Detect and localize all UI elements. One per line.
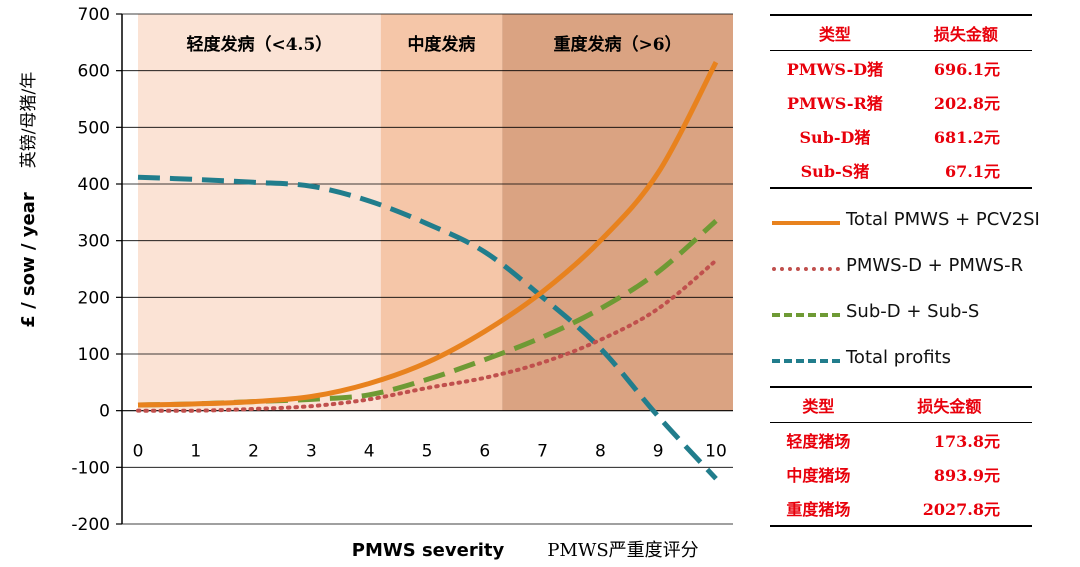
row-value: 681.2元 [933,128,1000,147]
legend-item-total-profits: Total profits [770,338,1070,384]
x-tick-label: 0 [133,442,144,462]
table-header-type: 类型 [770,387,867,423]
loss-table-farm-type: 类型 损失金额 轻度猪场 173.8元 中度猪场 893.9元 重度猪场 2027.8… [770,386,1032,527]
zone-label: 重度发病（>6） [554,34,682,55]
table-row: PMWS-D猪 696.1元 [770,51,1032,86]
row-name: 中度猪场 [786,466,851,485]
legend-swatch [772,313,840,317]
row-name: 轻度猪场 [786,432,851,451]
y-tick-label: 0 [99,402,110,422]
table-row: 中度猪场 893.9元 [770,457,1032,491]
x-tick-label: 3 [306,442,317,462]
severity-zone-0 [138,14,381,411]
table-row: 轻度猪场 173.8元 [770,423,1032,458]
x-tick-label: 10 [705,442,727,462]
legend: Total PMWS + PCV2SI PMWS-D + PMWS-R Sub-… [770,200,1070,384]
y-tick-label: 300 [78,232,110,252]
y-tick-label: 400 [78,175,110,195]
y-tick-label: 700 [78,5,110,25]
table-row: 重度猪场 2027.8元 [770,491,1032,526]
y-tick-label: -200 [71,515,110,535]
row-name: PMWS-R猪 [787,94,883,113]
row-name: PMWS-D猪 [786,60,884,79]
x-tick-label: 7 [537,442,548,462]
table-header-loss: 损失金额 [899,15,1032,51]
zone-label: 轻度发病（<4.5） [186,34,332,55]
chart: 轻度发病（<4.5） 中度发病 重度发病（>6） 70060050040030020… [18,5,733,561]
legend-item-total-pmws: Total PMWS + PCV2SI [770,200,1070,246]
row-value: 696.1元 [933,60,1000,79]
y-tick-labels: 700 600 500 400 300 200 100 0 -100 -200 [71,5,110,535]
y-axis-title: £ / sow / year [18,192,39,328]
y-tick-label: -100 [71,458,110,478]
x-tick-label: 4 [364,442,375,462]
row-name: 重度猪场 [786,500,851,519]
x-tick-label: 2 [248,442,259,462]
x-tick-label: 8 [595,442,606,462]
row-value: 173.8元 [933,432,1000,451]
row-name: Sub-D猪 [799,128,871,147]
series-lines [136,61,719,481]
legend-label: PMWS-D + PMWS-R [846,255,1024,276]
y-tick-label: 100 [78,345,110,365]
legend-item-pmws-d-r: PMWS-D + PMWS-R [770,246,1070,292]
row-value: 893.9元 [933,466,1000,485]
loss-table-pig-type: 类型 损失金额 PMWS-D猪 696.1元 PMWS-R猪 202.8元 Sub-… [770,14,1032,189]
legend-swatch [772,221,840,225]
table-header-loss: 损失金额 [866,387,1032,423]
x-axis-title: PMWS severity [352,540,505,561]
row-value: 202.8元 [933,94,1000,113]
legend-label: Total PMWS + PCV2SI [846,209,1040,230]
x-tick-labels: 0 1 2 3 4 5 6 7 8 9 10 [133,442,727,462]
table-row: Sub-S猪 67.1元 [770,153,1032,188]
x-tick-label: 1 [190,442,201,462]
severity-zone-2 [502,14,733,411]
y-tick-label: 500 [78,118,110,138]
gridlines [116,13,733,525]
legend-swatch [772,267,840,271]
table-row: Sub-D猪 681.2元 [770,119,1032,153]
series-line [137,61,719,408]
table-header-type: 类型 [770,15,900,51]
row-value: 2027.8元 [922,500,1000,519]
legend-swatch [772,359,840,363]
legend-item-sub-d-s: Sub-D + Sub-S [770,292,1070,338]
table-header-row: 类型 损失金额 [770,15,1032,51]
legend-label: Total profits [846,347,951,368]
row-value: 67.1元 [945,162,1000,181]
x-tick-label: 9 [653,442,664,462]
y-axis-title-cn: 英镑/母猪/年 [19,72,39,168]
y-tick-label: 600 [78,62,110,82]
zone-label: 中度发病 [407,34,475,55]
zone-labels: 轻度发病（<4.5） 中度发病 重度发病（>6） [186,34,681,55]
table-row: PMWS-R猪 202.8元 [770,85,1032,119]
row-name: Sub-S猪 [800,162,870,181]
x-axis-title-cn: PMWS严重度评分 [547,540,698,561]
severity-zones [138,14,733,411]
series-line [137,174,718,481]
x-tick-label: 6 [479,442,490,462]
x-tick-label: 5 [422,442,433,462]
table-header-row: 类型 损失金额 [770,387,1032,423]
y-tick-label: 200 [78,288,110,308]
legend-label: Sub-D + Sub-S [846,301,980,322]
series-line [136,258,718,413]
